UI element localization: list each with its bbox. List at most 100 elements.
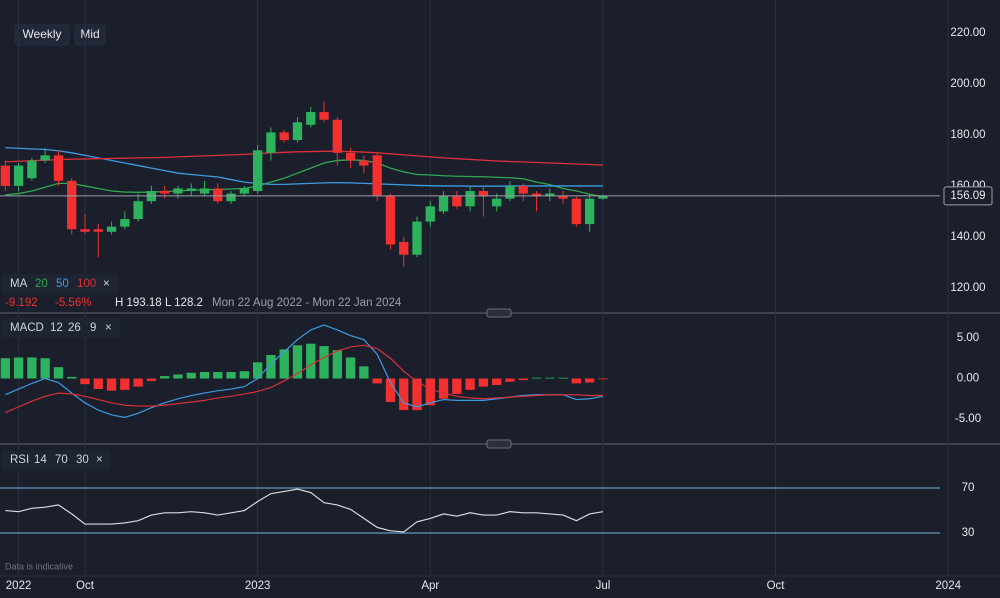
macd-histogram-bar [425,378,435,406]
macd-histogram-bar [173,374,183,379]
x-tick-label: 2022 [6,580,32,592]
candle-body [399,241,409,255]
pane-resize-handle[interactable] [486,308,512,318]
macd-histogram-bar [598,378,608,380]
y-tick-label: 30 [962,527,975,539]
y-tick-label: 120.00 [950,282,985,294]
x-tick-label: 2024 [935,580,961,592]
y-tick-label: 180.00 [950,129,985,141]
candle-body [465,191,475,207]
macd-histogram-bar [93,378,103,390]
legend-close[interactable]: × [103,278,110,290]
low-value: L 128.2 [165,297,203,309]
indicator-param: 30 [76,454,89,466]
legend-close[interactable]: × [105,322,112,334]
macd-histogram-bar [359,366,369,379]
price-type-label[interactable]: Mid [80,27,99,41]
candle-body [571,198,582,225]
macd-histogram-bar [239,371,250,379]
change-percent: -5.56% [55,297,91,309]
macd-histogram-bar [213,372,223,379]
macd-histogram-bar [584,378,595,383]
candle-body [319,112,329,120]
macd-histogram-bar [80,378,90,385]
candle-body [67,180,77,230]
macd-histogram-bar [186,372,196,379]
indicator-param: 70 [55,454,68,466]
y-tick-label: 140.00 [950,231,985,243]
candle-body [80,229,90,232]
macd-histogram-bar [571,378,582,384]
indicator-param: 26 [68,322,81,334]
y-tick-label: 220.00 [950,27,985,39]
candle-body [292,122,303,141]
candle-body [438,196,449,212]
macd-histogram-bar [226,372,236,379]
macd-line [5,344,603,414]
change-value: -9.192 [5,297,38,309]
candle-body [226,193,236,202]
candle-body [359,160,369,166]
last-price-label: 156.09 [950,190,985,202]
macd-histogram-bar [492,378,502,385]
y-tick-label: 0.00 [957,373,979,385]
legend-close[interactable]: × [96,454,103,466]
macd-histogram-bar [465,378,475,390]
candle-body [598,195,608,199]
macd-histogram-bar [160,376,170,379]
macd-histogram-bar [252,362,263,379]
legend-bg [2,274,118,294]
legend-entry: 100 [77,278,96,290]
candle-body [40,155,50,161]
candle-body [385,196,396,245]
candle-body [478,191,489,197]
y-tick-label: 200.00 [950,78,985,90]
candle-body [93,229,103,232]
x-tick-label: Jul [596,580,611,592]
candle-body [332,119,342,153]
macd-histogram-bar [332,350,342,379]
candle-body [213,188,223,202]
macd-histogram-bar [146,378,157,381]
ma-line [5,159,604,198]
candle-body [425,206,435,222]
candle-body [53,155,64,181]
candle-body [239,188,250,194]
macd-histogram-bar [452,378,462,394]
interval-button[interactable] [14,24,70,46]
footer-note: Data is indicative [5,561,73,571]
macd-histogram-bar [478,378,489,387]
high-value: H 193.18 [115,297,162,309]
macd-histogram-bar [399,378,409,411]
interval-label[interactable]: Weekly [22,27,61,41]
x-tick-label: Oct [76,580,95,592]
ma-line [5,150,603,166]
candle-body [518,185,528,194]
macd-histogram-bar [545,377,555,379]
y-tick-label: 5.00 [957,332,979,344]
pane-resize-handle[interactable] [486,439,512,449]
candle-body [0,165,10,186]
candle-body [279,132,289,141]
macd-histogram-bar [345,357,356,379]
indicator-param: 12 [50,322,63,334]
legend-bg [2,318,120,338]
rsi-line [5,488,604,533]
candle-body [266,132,276,153]
candle-body [120,219,130,227]
macd-histogram-bar [106,378,117,391]
legend-entry: 20 [35,278,48,290]
candle-body [345,152,356,161]
candle-body [173,188,183,194]
indicator-name: RSI [10,454,29,466]
candle-body [452,196,462,207]
macd-histogram-bar [319,346,329,379]
macd-histogram-bar [505,378,515,382]
indicator-param: 14 [34,454,47,466]
price-type-button[interactable] [74,24,106,46]
macd-histogram-bar [385,378,396,403]
candle-body [412,221,422,255]
